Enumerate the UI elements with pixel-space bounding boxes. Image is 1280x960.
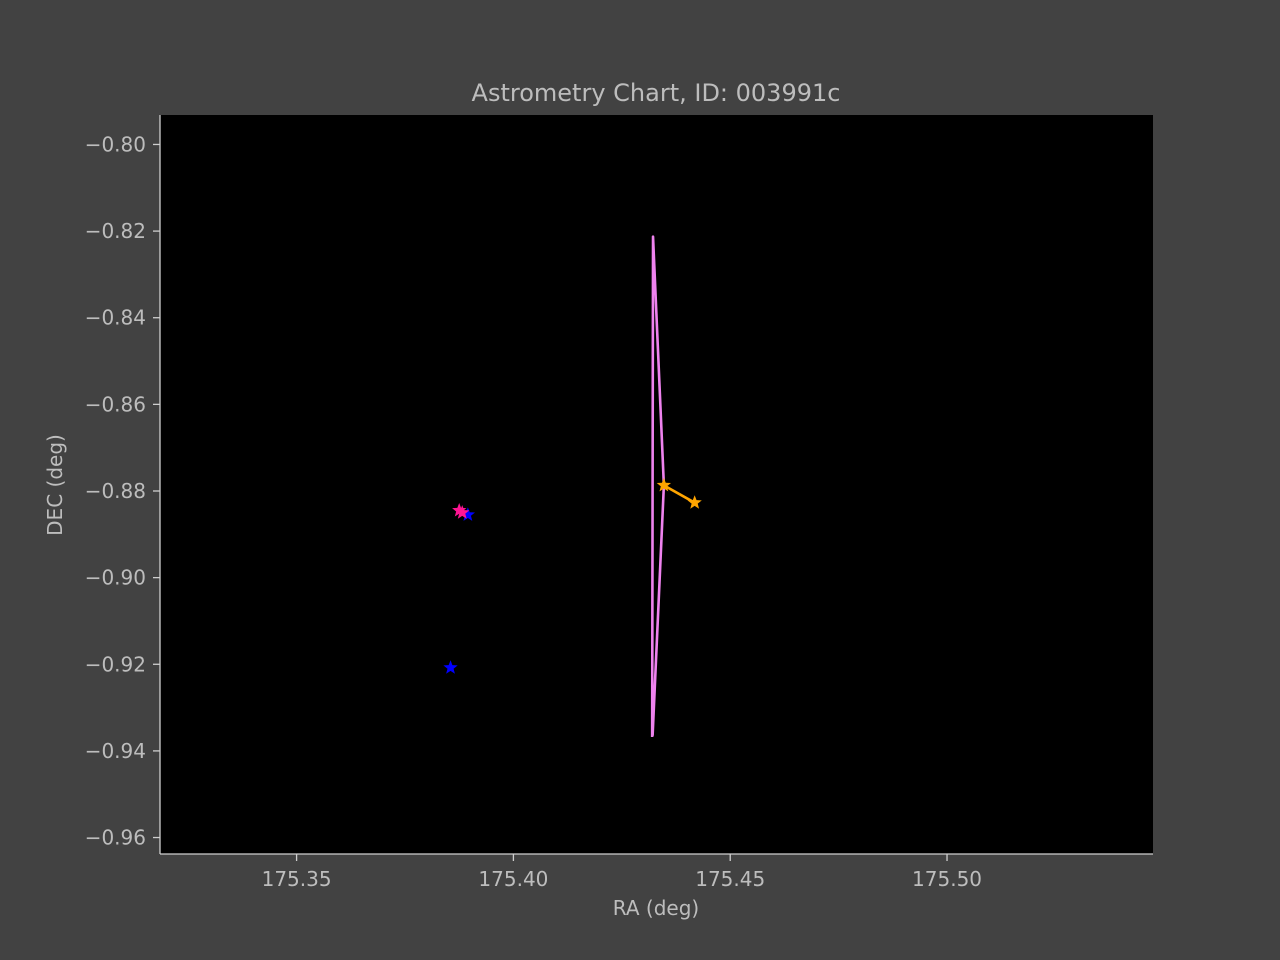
series-1-star-point [687,495,702,509]
chart-title: Astrometry Chart, ID: 003991c [472,79,841,107]
y-axis-label: DEC (deg) [43,434,67,536]
y-axis-ticks: −0.96 −0.94 −0.92 −0.90 −0.88 −0.86 −0.84 −0.82… [85,132,160,850]
y-tick-label: −0.86 [85,392,146,416]
series-2-star-point [460,507,476,521]
x-tick-label: 175.50 [912,867,982,891]
series-2-star-point [443,660,458,674]
series-3-star-point [452,502,467,517]
x-tick-label: 175.45 [695,867,765,891]
y-tick-label: −0.82 [85,219,146,243]
x-axis-ticks: 175.35 175.40 175.45 175.50 [262,854,982,891]
series-3-star-point [455,505,470,519]
plot-area [160,115,1153,854]
y-tick-label: −0.96 [85,826,146,850]
y-tick-label: −0.90 [85,566,146,590]
data-marks [443,235,702,738]
x-tick-label: 175.35 [262,867,332,891]
y-tick-label: −0.94 [85,739,146,763]
series-0-line [650,235,666,738]
y-tick-label: −0.80 [85,132,146,156]
y-tick-label: −0.88 [85,479,146,503]
y-tick-label: −0.92 [85,652,146,676]
x-tick-label: 175.40 [478,867,548,891]
y-tick-label: −0.84 [85,306,146,330]
x-axis-label: RA (deg) [613,896,699,920]
series-1-line [663,484,696,504]
series-1-star-point [656,477,671,492]
